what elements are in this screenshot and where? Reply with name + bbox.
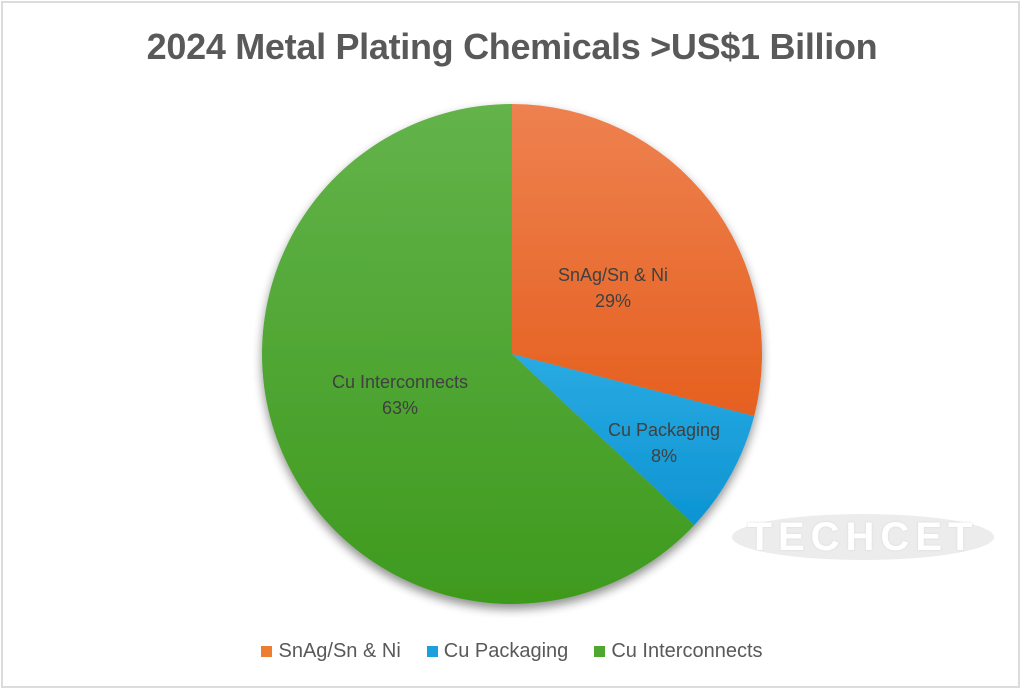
data-label-name: Cu Interconnects — [331, 372, 469, 392]
data-label-name: Cu Packaging — [607, 420, 721, 440]
legend-label: SnAg/Sn & Ni — [278, 640, 401, 662]
data-label-value: 8% — [650, 446, 678, 466]
data-label-cu-packaging: Cu Packaging 8% — [608, 417, 720, 469]
data-label-snag-sn-ni: SnAg/Sn & Ni 29% — [558, 262, 668, 314]
data-label-value: 63% — [381, 398, 419, 418]
techcet-watermark-logo: TECHCET — [732, 514, 994, 560]
legend-item-cu-interconnects[interactable]: Cu Interconnects — [594, 640, 763, 663]
slice-snag-sn-ni[interactable] — [512, 104, 762, 417]
chart-legend: SnAg/Sn & Ni Cu Packaging Cu Interconnec… — [0, 640, 1024, 663]
slice-cu-packaging[interactable] — [512, 354, 755, 526]
legend-swatch-green — [594, 646, 606, 657]
slice-cu-interconnects[interactable] — [262, 104, 695, 604]
chart-title: 2024 Metal Plating Chemicals >US$1 Billi… — [146, 26, 878, 67]
legend-swatch-blue — [426, 646, 438, 657]
legend-label: Cu Packaging — [443, 640, 569, 662]
legend-swatch-orange — [261, 646, 273, 657]
data-label-cu-interconnects: Cu Interconnects 63% — [332, 369, 468, 421]
data-label-name: SnAg/Sn & Ni — [557, 265, 669, 285]
legend-item-cu-packaging[interactable]: Cu Packaging — [426, 640, 569, 663]
data-label-value: 29% — [594, 291, 632, 311]
legend-label: Cu Interconnects — [611, 640, 763, 662]
legend-item-snag-sn-ni[interactable]: SnAg/Sn & Ni — [261, 640, 401, 663]
